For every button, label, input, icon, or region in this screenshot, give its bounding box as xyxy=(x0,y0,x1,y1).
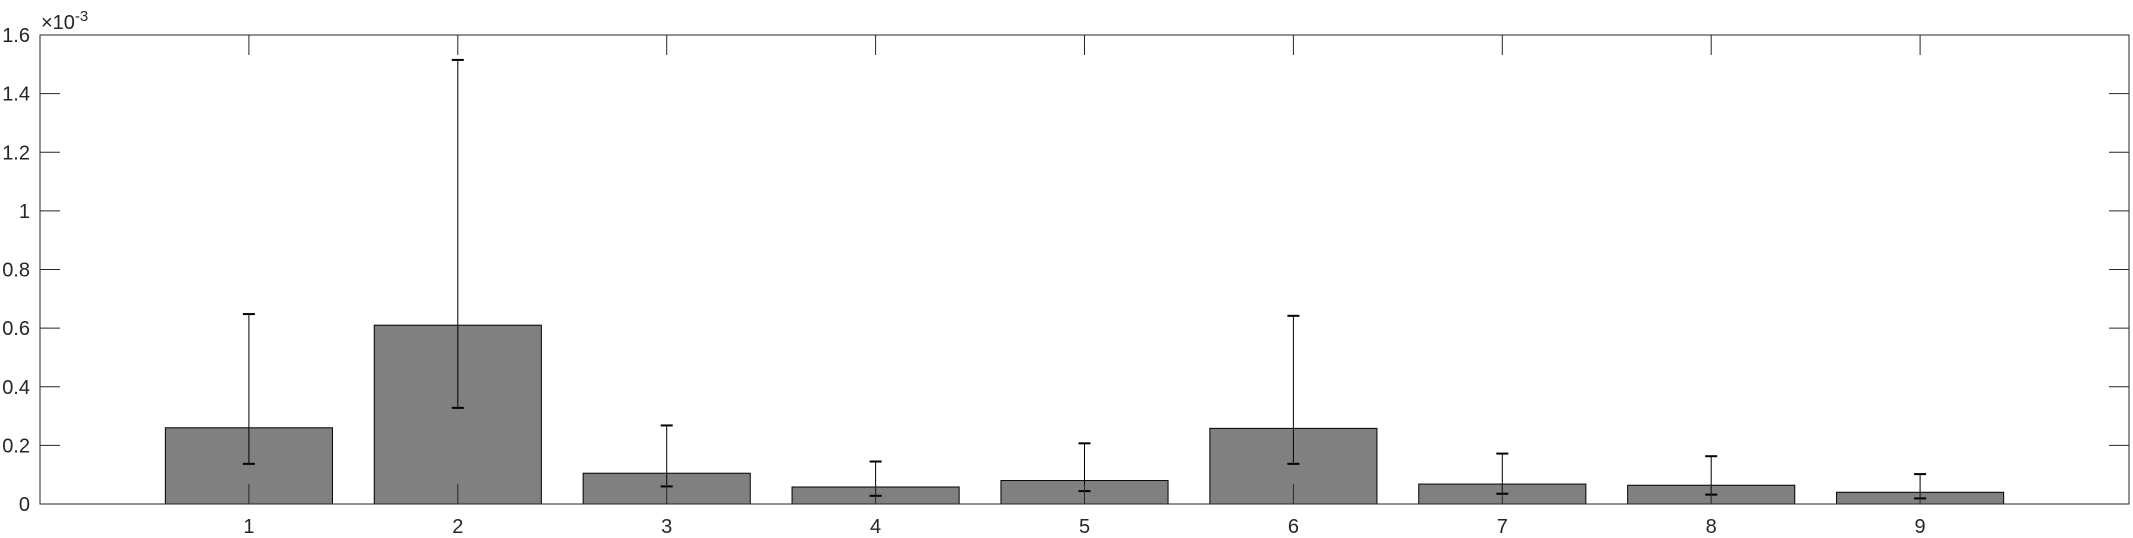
ticks-layer xyxy=(40,34,2129,505)
plot-frame xyxy=(39,34,2130,505)
x-tick-label-3: 3 xyxy=(661,516,672,533)
x-tick-label-7: 7 xyxy=(1497,516,1508,533)
x-tick-label-1: 1 xyxy=(243,516,254,533)
x-tick-label-6: 6 xyxy=(1288,516,1299,533)
x-tick-label-2: 2 xyxy=(452,516,463,533)
exponent-base: ×10 xyxy=(41,12,75,34)
y-tick-label-3: 0.6 xyxy=(2,318,30,340)
y-tick-label-5: 1 xyxy=(19,201,30,223)
x-tick-label-9: 9 xyxy=(1915,516,1926,533)
y-tick-label-1: 0.2 xyxy=(2,435,30,457)
x-tick-label-8: 8 xyxy=(1706,516,1717,533)
x-tick-label-5: 5 xyxy=(1079,516,1090,533)
x-tick-label-4: 4 xyxy=(870,516,881,533)
y-tick-label-0: 0 xyxy=(19,494,30,516)
axis-exponent-label: ×10-3 xyxy=(41,8,88,35)
y-tick-label-8: 1.6 xyxy=(2,25,30,47)
y-tick-label-6: 1.2 xyxy=(2,142,30,164)
axes-layer xyxy=(39,34,2130,505)
y-tick-label-2: 0.4 xyxy=(2,377,30,399)
y-tick-label-7: 1.4 xyxy=(2,84,30,106)
tick-labels-layer: 1 2 3 4 5 6 7 8 9 0 0.2 0.4 0.6 0.8 1 1.2 1.4 1.6 xyxy=(2,25,1926,538)
exponent-power: -3 xyxy=(75,8,88,25)
y-tick-label-4: 0.8 xyxy=(2,260,30,282)
error-bars-layer xyxy=(242,58,1927,500)
